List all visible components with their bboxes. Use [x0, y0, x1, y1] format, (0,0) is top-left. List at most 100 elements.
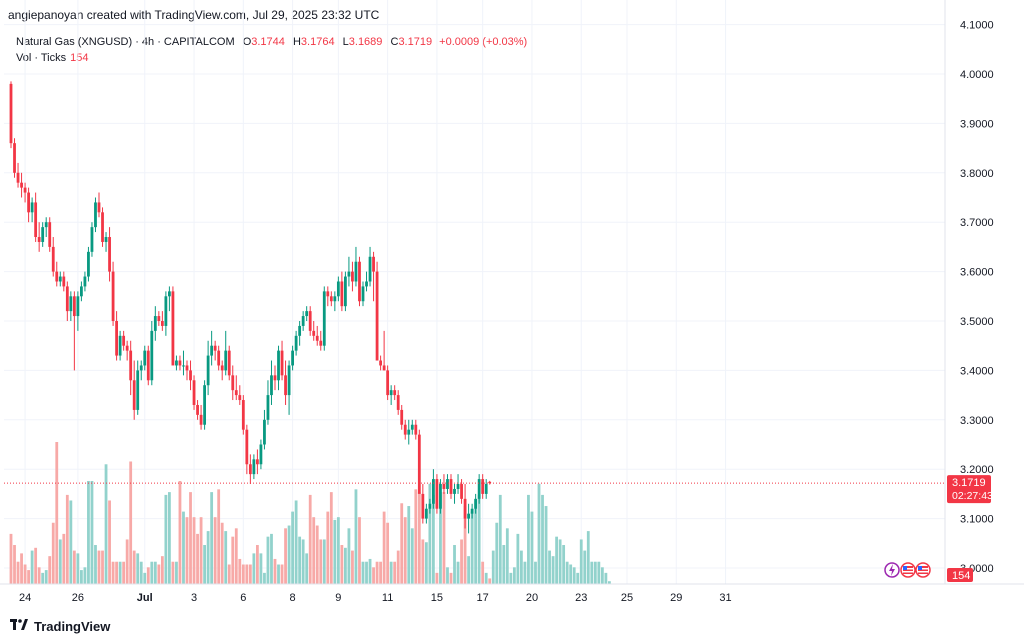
volume-bar [414, 489, 418, 584]
candle-body [65, 286, 69, 312]
candle-body [432, 479, 435, 504]
volume-bar [544, 506, 548, 584]
volume-bar [495, 522, 499, 584]
candle-body [111, 271, 115, 321]
candle-body [333, 296, 337, 302]
volume-bar [393, 561, 397, 584]
candle-body [241, 400, 245, 430]
volume-bar [505, 528, 509, 584]
volume-bar [30, 550, 34, 584]
candle-body [446, 479, 449, 489]
volume-bar [474, 500, 478, 584]
volume-bar [34, 547, 38, 584]
volume-bar [111, 561, 115, 584]
volume-bar [432, 494, 435, 584]
time-tick-label: 15 [431, 592, 443, 604]
volume-bar [65, 494, 69, 584]
volume-bar [76, 553, 80, 584]
candle-body [389, 390, 393, 396]
candle-body [428, 503, 432, 509]
candle-body [41, 227, 45, 242]
candle-body [259, 444, 263, 465]
candle-body [122, 335, 126, 346]
volume-bar [512, 567, 516, 584]
volume-bar [600, 567, 604, 584]
candle-body [477, 479, 481, 499]
candle-body [375, 271, 379, 361]
volume-bar [467, 556, 470, 584]
volume-bar [108, 500, 111, 584]
volume-label[interactable]: Vol · Ticks [16, 52, 67, 64]
us-flag-event-icon[interactable] [900, 562, 916, 578]
candle-body [336, 281, 340, 297]
candle-body [192, 380, 196, 405]
volume-bar [273, 558, 277, 584]
flag-stripes [903, 566, 913, 574]
volume-bar [48, 556, 52, 584]
candle-body [439, 484, 442, 509]
time-tick-label: 24 [19, 592, 31, 604]
candle-body [213, 345, 217, 351]
volume-bar [175, 561, 178, 584]
volume-bar [548, 550, 551, 584]
candle-body [69, 296, 73, 312]
high-value: 3.1764 [300, 36, 335, 48]
candle-body [132, 380, 136, 410]
candle-body [76, 296, 80, 317]
volume-bar [206, 531, 210, 584]
volume-bar [189, 492, 192, 584]
time-tick-label: 3 [191, 592, 197, 604]
time-tick-label: 11 [382, 592, 393, 604]
volume-bar [333, 519, 337, 584]
volume-bar [168, 492, 171, 584]
candle-body [97, 202, 101, 213]
volume-bar [266, 536, 270, 584]
time-tick-label: 20 [526, 592, 538, 604]
time-tick-label: 9 [335, 592, 341, 604]
candle-body [245, 429, 249, 465]
dividend-event-icon[interactable] [884, 562, 900, 578]
tradingview-footer[interactable]: TradingView [10, 619, 110, 634]
volume-bar [20, 553, 23, 584]
time-tick-label: Jul [137, 592, 153, 604]
candle-body [164, 296, 168, 326]
us-flag-event-icon[interactable] [915, 562, 931, 578]
price-tick-label: 3.8000 [960, 168, 994, 180]
flag-stripe [903, 568, 913, 570]
candle-body [368, 256, 372, 282]
volume-bar [597, 561, 601, 584]
volume-bar [516, 533, 520, 584]
volume-bar [407, 506, 411, 584]
open-label: O [242, 36, 252, 48]
candle-body [62, 276, 66, 287]
symbol-name[interactable]: Natural Gas (XNGUSD) · 4h · CAPITALCOM [16, 36, 235, 48]
volume-bar [368, 558, 372, 584]
volume-bar [326, 511, 330, 584]
candle-body [414, 424, 418, 435]
volume-bar [256, 545, 259, 584]
candle-body [379, 360, 382, 366]
volume-bar [213, 517, 217, 584]
volume-bar [16, 561, 20, 584]
volume-bar [449, 572, 453, 584]
candle-body [203, 385, 206, 425]
volume-bar [287, 525, 291, 584]
volume-bar [277, 564, 280, 584]
price-tick-label: 3.7000 [960, 217, 994, 229]
candle-body [340, 281, 344, 307]
volume-bar [470, 511, 474, 584]
volume-bar [453, 545, 456, 584]
price-chart[interactable]: 4.1000 4.0000 3.9000 3.8000 3.7000 3.6000 3.50… [0, 0, 1024, 612]
volume-bar [122, 561, 126, 584]
candle-body [347, 271, 351, 277]
candle-body [248, 464, 252, 475]
volume-bar [463, 506, 467, 584]
volume-bar [608, 581, 611, 584]
candle-body [358, 261, 361, 302]
candle-body [108, 237, 111, 272]
time-tick-label: 6 [240, 592, 246, 604]
candle-body [393, 390, 397, 396]
volume-bar [160, 556, 164, 584]
candle-body [287, 365, 291, 396]
